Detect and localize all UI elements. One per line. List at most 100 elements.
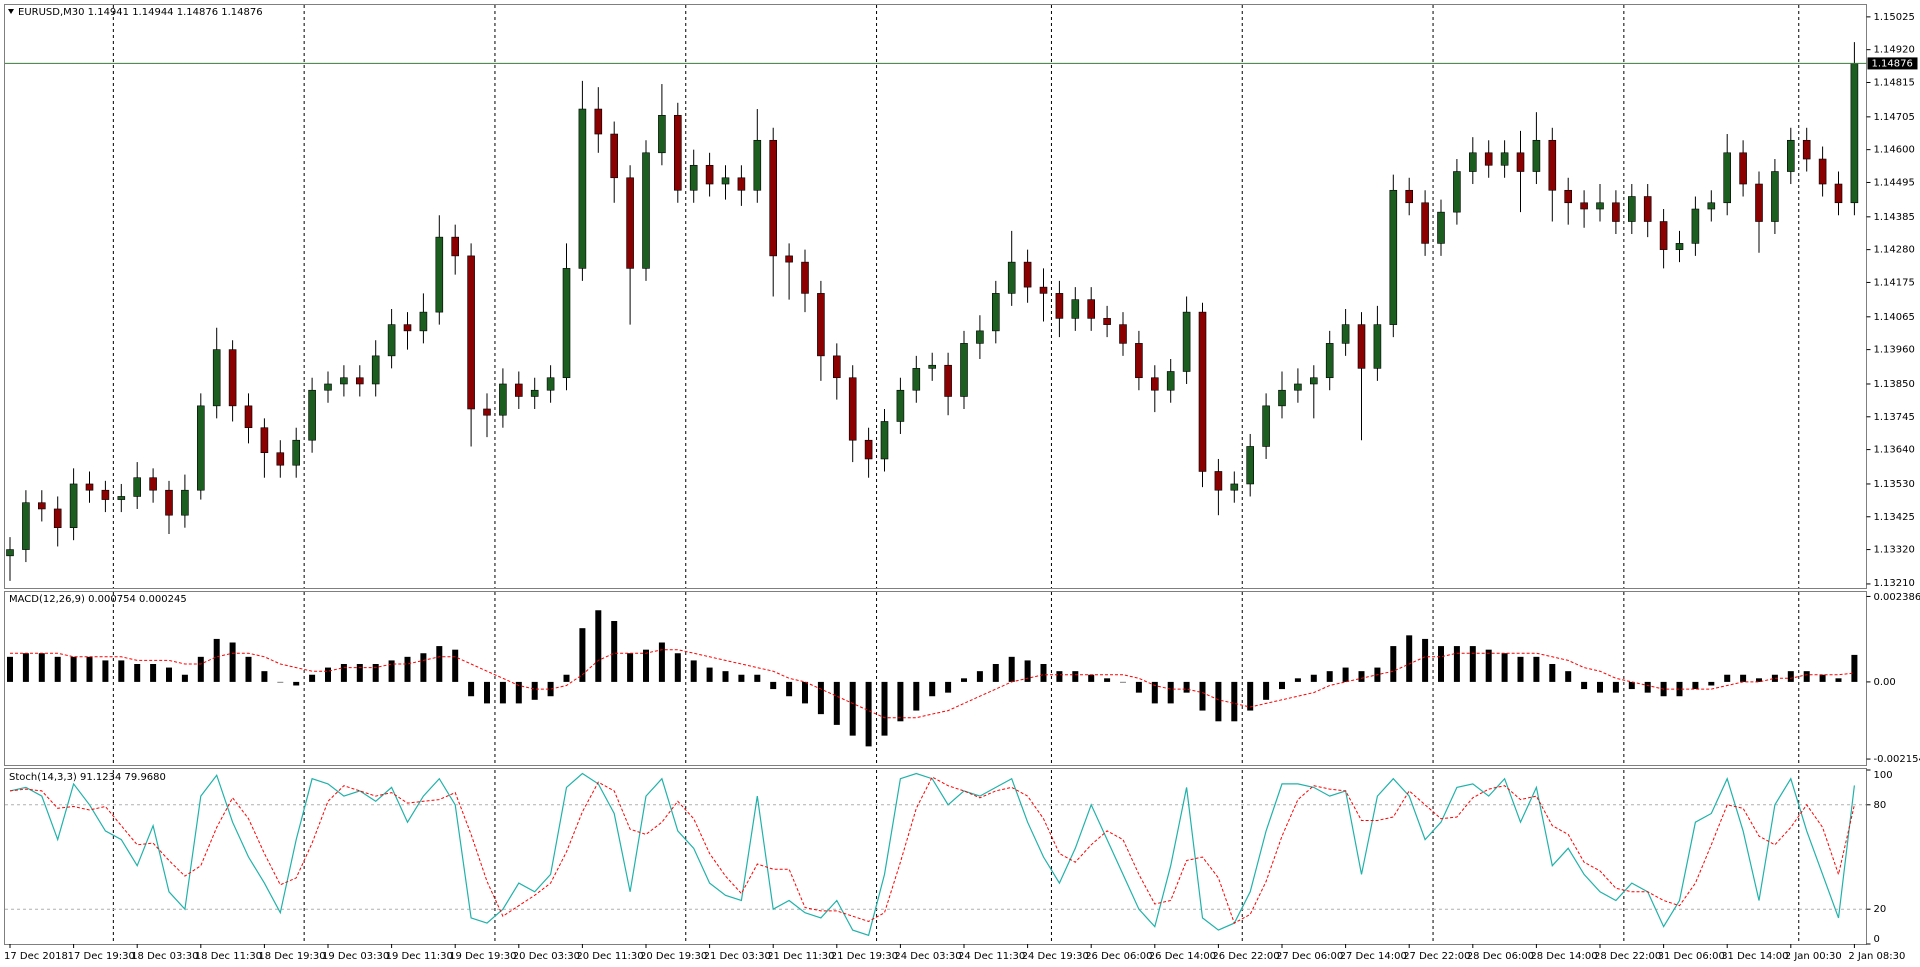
x-tick-label: 24 Dec 19:30 [1022,951,1089,962]
macd-bar [436,646,443,682]
candle-body [801,261,809,294]
candle-body [1850,63,1859,204]
candle-body [1453,171,1461,213]
candle-body [117,496,126,500]
candle-body [1707,202,1716,210]
candle-body [1596,202,1604,210]
candle-body [69,483,78,529]
macd-bar [22,653,29,682]
candle-body [1691,208,1700,244]
candle-body [817,293,825,357]
candle-body [1039,286,1048,294]
x-tick-label: 27 Dec 22:00 [1403,951,1470,962]
candle-body [1182,311,1191,372]
macd-bar [1072,671,1079,682]
menu-arrow[interactable] [8,9,14,14]
macd-bar [1517,656,1524,682]
y-tick-label: 1.13850 [1874,379,1915,390]
x-tick-label: 18 Dec 11:30 [195,951,262,962]
candle-body [1484,152,1493,166]
y-tick-label: 1.14815 [1874,77,1915,88]
macd-bar [1040,663,1047,682]
candle-body [371,355,380,385]
macd-bar [86,656,93,682]
macd-bar [134,663,141,682]
macd-bar [1724,674,1731,682]
stoch-title: Stoch(14,3,3) 91.1234 79.9680 [9,772,166,783]
macd-bar [1628,681,1635,690]
y-tick-label: 1.14280 [1874,245,1915,256]
candle-body [1580,202,1588,210]
macd-bar [388,660,395,682]
macd-bar [706,667,713,682]
macd-bar [786,681,793,697]
candle-body [594,108,603,135]
macd-bar [1135,681,1142,693]
candle-body [848,377,857,441]
candle-body [467,255,475,410]
candle-body [244,405,253,429]
macd-bar [1231,681,1238,722]
macd-bar [1819,674,1826,682]
macd-bar [515,681,522,704]
candle-body [1341,324,1350,344]
candle-body [435,236,444,313]
candle-body [896,389,905,422]
y-tick-label: 1.14705 [1874,112,1915,123]
macd-bar [690,660,697,682]
candle-body [355,377,364,385]
candle-body [1166,371,1175,391]
candle-body [1834,183,1843,204]
candle-body [721,177,730,185]
macd-bar [881,681,888,736]
candle-body [165,489,173,516]
macd-bar [1279,681,1285,690]
candle-body [1612,202,1620,222]
stoch-signal-line [9,776,1855,924]
macd-bar [1199,681,1206,711]
candle-body [1310,377,1318,385]
y-tick-label: 1.13320 [1874,545,1915,556]
macd-bar [118,660,125,682]
macd-bar [1644,681,1651,693]
macd-bar [1422,638,1429,682]
candle-body [212,349,221,407]
macd-bar [1342,667,1349,682]
candle-body [1198,311,1207,472]
macd-bar [1120,681,1126,683]
macd-bar [54,656,61,682]
candle-body [419,311,428,332]
macd-bar [992,663,999,682]
y-tick-label: 1.14495 [1874,177,1915,188]
candle-body [1373,324,1382,369]
macd-bar [1056,671,1063,682]
candle-body [340,377,348,385]
x-tick-label: 28 Dec 14:00 [1530,951,1597,962]
candle-body [1023,261,1032,288]
x-tick-label: 17 Dec 2018 [4,951,68,962]
candle-body [228,349,237,407]
candle-body [737,177,746,191]
y-tick-label: 1.13640 [1874,445,1915,456]
macd-bar [1088,674,1095,682]
candle-body [705,164,714,185]
candle-body [1548,139,1557,191]
candle-body [1469,152,1477,172]
y-tick-label: 1.13960 [1874,345,1915,356]
candle-body [149,477,157,491]
macd-bar [1581,681,1588,690]
candle-body [1357,324,1366,369]
macd-bar [1326,671,1333,682]
macd-bar [181,674,188,682]
y-tick-label: 0 [1874,934,1880,945]
candle-body [53,508,62,529]
candle-body [626,177,634,269]
macd-bar [1358,671,1365,682]
candle-body [181,489,189,516]
candle-body [578,108,587,269]
candle-body [1437,211,1445,244]
macd-bar [1851,654,1858,682]
candle-body [880,421,889,460]
